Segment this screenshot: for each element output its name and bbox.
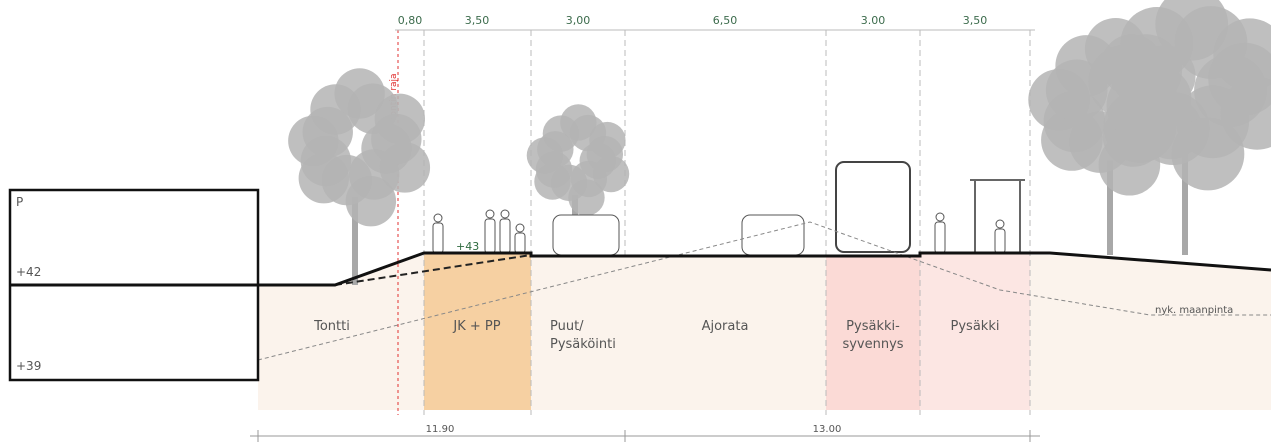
dimension-label: 3.00 [861, 14, 886, 27]
zone-label: Tontti [313, 319, 350, 334]
tree-crown [586, 136, 624, 173]
level-label: +42 [16, 265, 41, 279]
zone-label: Pysäkki [951, 319, 1000, 334]
zone-label: Ajorata [702, 319, 749, 334]
existing-ground-line [257, 221, 1271, 361]
tree-crown [1171, 117, 1245, 191]
person [484, 218, 496, 254]
tree-crown [302, 106, 353, 158]
ground [258, 253, 1271, 410]
zone-label: Puut/ [550, 319, 584, 334]
tree-crown [371, 113, 422, 165]
walk-zone [424, 253, 531, 410]
dimension-label: 11.90 [426, 424, 455, 435]
existing-ground-label: nyk. maanpinta [1155, 305, 1233, 316]
tree-crown [1109, 34, 1183, 108]
dimension-label: 3,50 [465, 14, 490, 27]
dimension-label: 3,00 [566, 14, 591, 27]
bottom-dimension [250, 430, 1040, 442]
zone-label: syvennys [842, 337, 903, 352]
level-label: +39 [16, 359, 41, 373]
decorations [79, 0, 1271, 376]
person [515, 223, 525, 233]
stop-zone [920, 253, 1030, 410]
tree-crown [1208, 42, 1271, 116]
shelter [970, 179, 1025, 252]
person [935, 212, 945, 222]
tree-trunk [1182, 149, 1188, 255]
tree-crown [568, 179, 605, 216]
person [934, 221, 946, 254]
dimension-label: 13.00 [813, 424, 842, 435]
tree-crown [537, 131, 574, 168]
person [995, 219, 1005, 229]
zone-label: JK + PP [452, 319, 500, 334]
car-front [552, 214, 620, 256]
person [514, 232, 526, 254]
zone-label: Pysäköinti [550, 337, 616, 352]
zone-label: Pysäkki- [846, 319, 900, 334]
person [485, 209, 495, 219]
level-label: +43 [456, 240, 479, 253]
street-surface [258, 251, 1271, 287]
dimension-label: 0,80 [398, 14, 423, 27]
person [499, 218, 511, 254]
person [432, 222, 444, 254]
tree-trunk [1107, 160, 1113, 255]
person [994, 228, 1006, 254]
dimension-label: 6,50 [713, 14, 738, 27]
bus [835, 161, 911, 253]
person [500, 209, 510, 219]
slope-line [334, 254, 532, 286]
car-front [741, 214, 805, 256]
parking-label: P [16, 195, 23, 209]
dimension-label: 3,50 [963, 14, 988, 27]
person [433, 213, 443, 223]
tree-trunk [352, 197, 358, 285]
tree-crown [345, 175, 397, 227]
bay-zone [826, 256, 920, 410]
